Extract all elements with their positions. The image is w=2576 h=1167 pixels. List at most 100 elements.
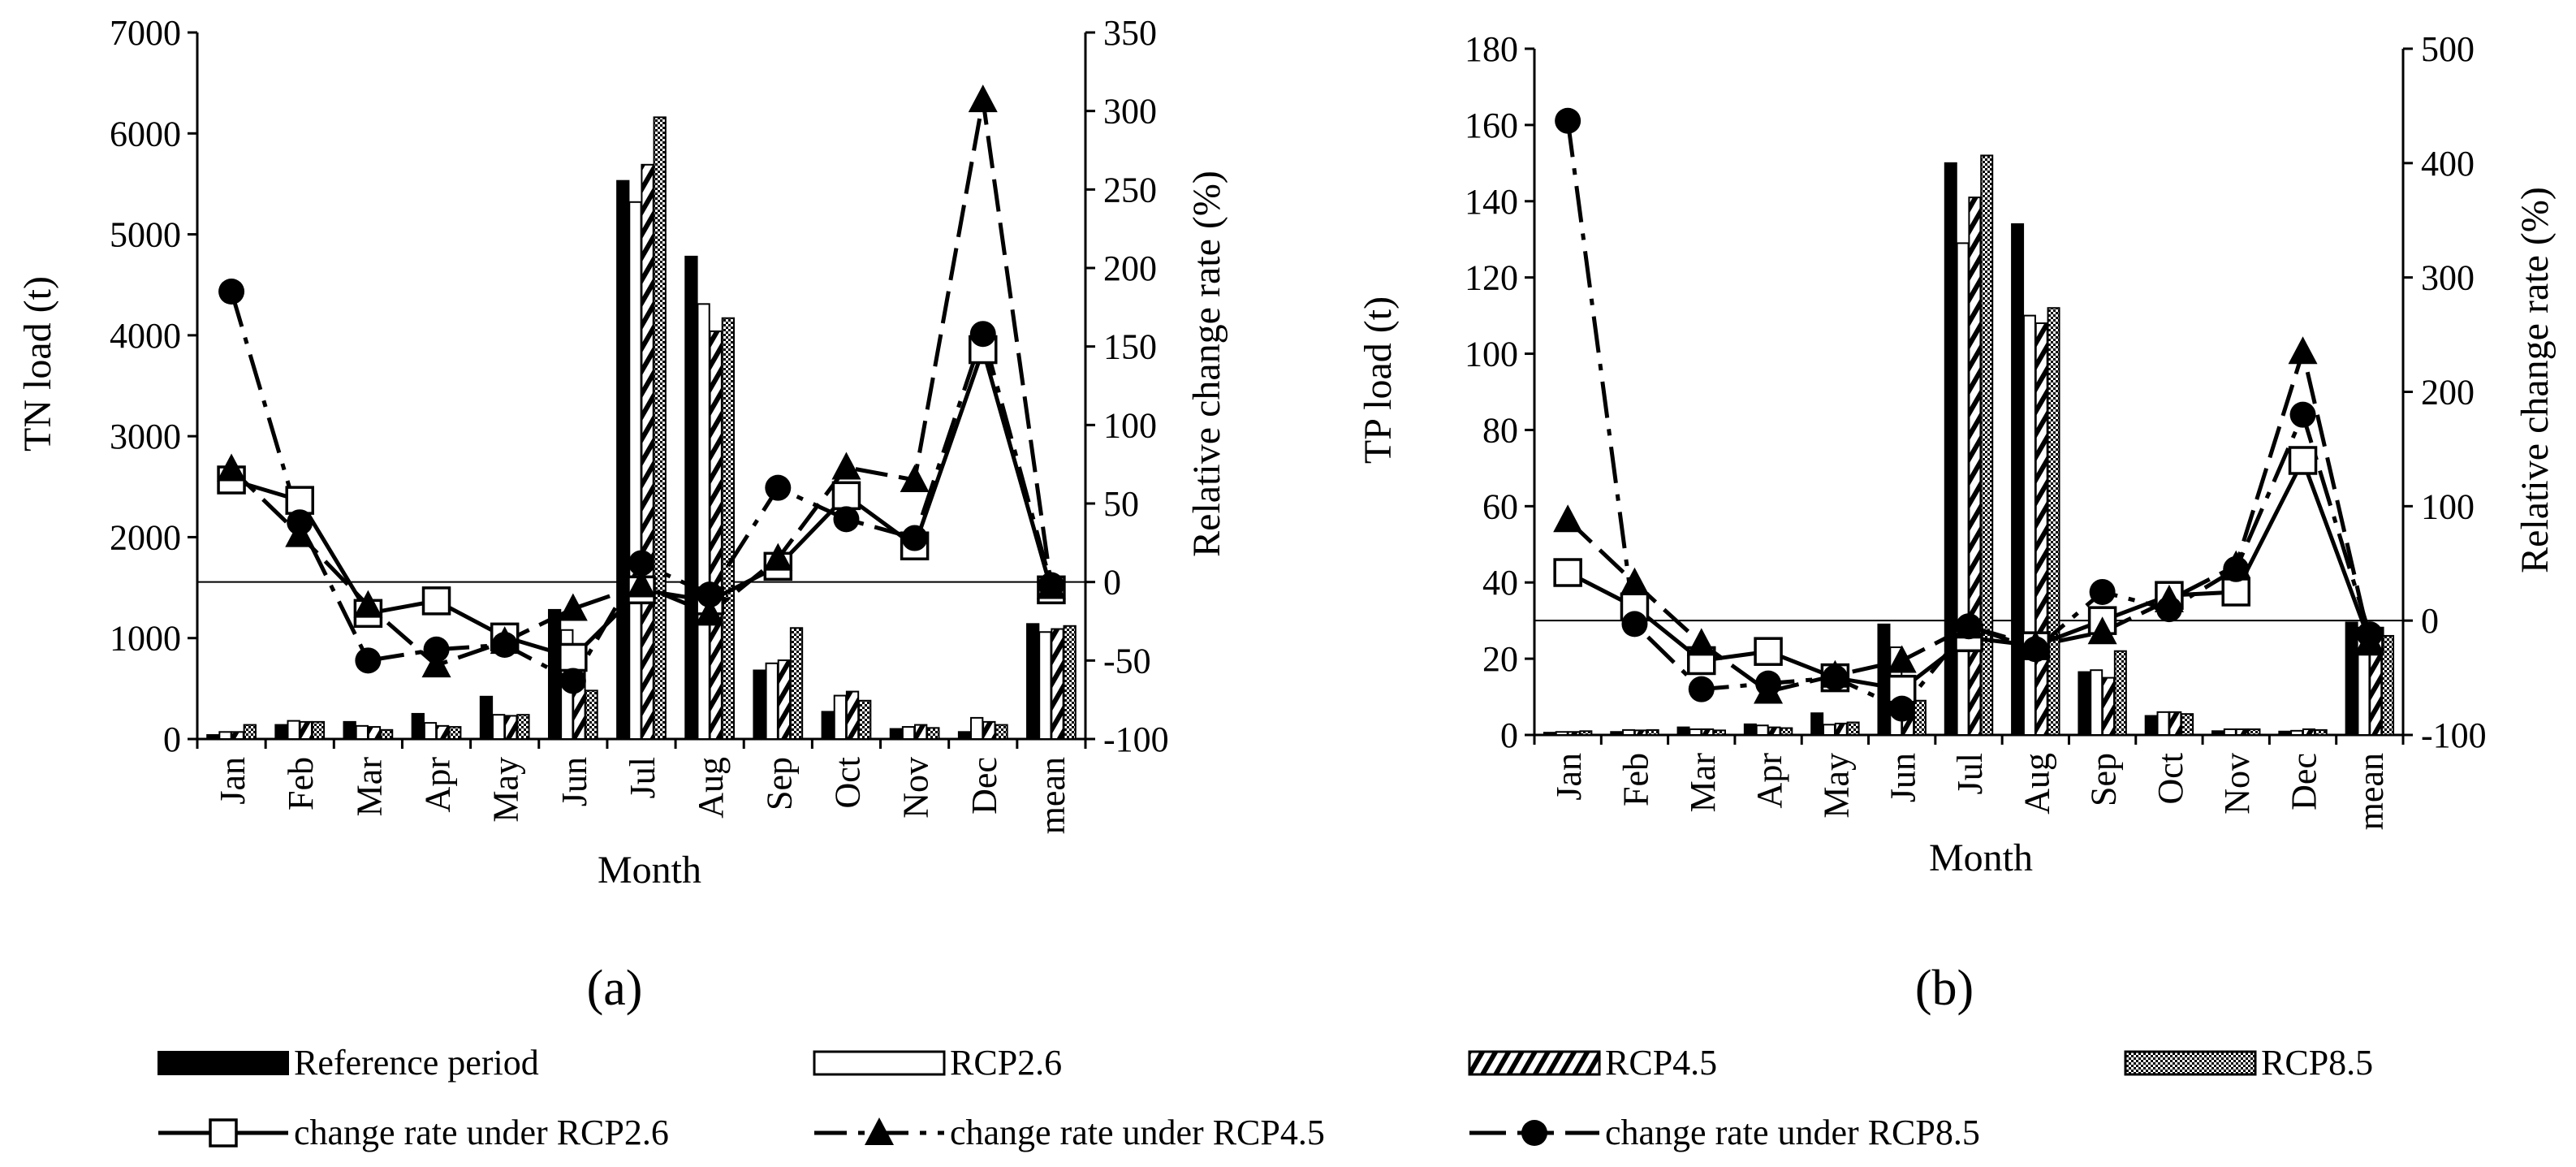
- bar-reference: [2078, 671, 2091, 737]
- y-tick-label: 160: [1465, 106, 1518, 145]
- bar-rcp85: [653, 116, 667, 740]
- bar-rcp45: [299, 720, 313, 740]
- rate-point-rcp26: [831, 481, 861, 511]
- x-tick-label: Sep: [759, 757, 799, 810]
- y-tick-label: 180: [1465, 29, 1518, 69]
- legend-label-rate-rcp26: change rate under RCP2.6: [294, 1113, 669, 1152]
- y-tick-label: 120: [1465, 258, 1518, 298]
- legend-label-rcp26: RCP2.6: [950, 1043, 1062, 1083]
- bar-reference: [206, 734, 220, 740]
- rate-point-rcp45: [353, 590, 383, 618]
- x-tick-label: Oct: [827, 757, 867, 809]
- bar-rcp85: [1846, 721, 1860, 737]
- y2-tick-label: -100: [1103, 720, 1169, 759]
- bar-rcp85: [2314, 728, 2328, 736]
- bar-rcp26: [970, 716, 984, 741]
- rate-point-rcp45: [558, 593, 588, 621]
- y-tick-label: 100: [1465, 335, 1518, 374]
- rate-point-rcp85: [2289, 401, 2316, 428]
- rate-point-rcp45: [627, 569, 656, 598]
- x-tick-label: Feb: [281, 757, 321, 810]
- bar-rcp85: [1780, 727, 1793, 736]
- x-tick-label: mean: [2351, 753, 2391, 830]
- x-tick-label: Dec: [964, 757, 1004, 815]
- rate-point-rcp26: [559, 642, 588, 672]
- bar-rcp45: [504, 715, 518, 741]
- y-axis-label-tn: TN load (t): [16, 276, 59, 452]
- bar-rcp45: [709, 330, 723, 740]
- y2-tick-label: 200: [2421, 373, 2475, 413]
- x-tick-label: May: [486, 757, 526, 823]
- bar-reference: [479, 695, 494, 740]
- bar-rcp26: [901, 726, 916, 740]
- rate-point-rcp85: [765, 474, 792, 501]
- bar-reference: [889, 728, 904, 740]
- x-tick-label: Aug: [2017, 753, 2056, 815]
- y2-tick-label: -100: [2421, 715, 2487, 755]
- x-tick-label: Feb: [1616, 753, 1655, 806]
- panel-label-a: (a): [587, 961, 643, 1016]
- bar-reference: [1810, 712, 1824, 736]
- rate-point-rcp85: [287, 509, 313, 536]
- rate-point-rcp45: [1686, 628, 1716, 656]
- bar-reference: [2278, 730, 2292, 737]
- rate-point-rcp85: [2022, 636, 2049, 663]
- rate-point-rcp85: [2356, 621, 2383, 648]
- x-tick-label: Jun: [554, 757, 594, 806]
- y-tick-label: 7000: [110, 13, 181, 53]
- bar-reference: [1543, 732, 1556, 737]
- x-tick-label: Dec: [2285, 753, 2324, 810]
- chart-panel-tp: TP load (t) Relative change rate (%) Mon…: [1357, 29, 2557, 1016]
- legend-label-rcp85: RCP8.5: [2261, 1043, 2373, 1083]
- rate-point-rcp85: [1555, 107, 1581, 134]
- rate-point-rcp45: [763, 542, 793, 571]
- bar-rcp85: [1980, 154, 1994, 736]
- rate-point-rcp85: [833, 506, 860, 533]
- rate-point-rcp26: [421, 586, 451, 616]
- bar-rcp26: [1755, 724, 1769, 737]
- y2-tick-label: 350: [1103, 13, 1157, 53]
- x-tick-label: Nov: [2217, 753, 2257, 815]
- bar-rcp85: [1063, 625, 1077, 740]
- x-tick-label: mean: [1033, 757, 1072, 834]
- legend: Reference period RCP2.6 RCP4.5 RCP8.5 ch…: [157, 1043, 2373, 1152]
- legend-swatch-rcp26: [813, 1050, 946, 1076]
- legend-label-rate-rcp45: change rate under RCP4.5: [950, 1113, 1325, 1152]
- y2-tick-label: -50: [1103, 641, 1151, 681]
- rate-point-rcp85: [2223, 555, 2250, 582]
- bar-rcp85: [2181, 713, 2194, 736]
- bar-rcp85: [995, 724, 1008, 740]
- legend-label-rate-rcp85: change rate under RCP8.5: [1605, 1113, 1980, 1152]
- bar-rcp45: [1834, 722, 1848, 737]
- bar-rcp45: [914, 724, 928, 740]
- rate-point-rcp45: [831, 452, 861, 480]
- bar-rcp26: [287, 720, 300, 741]
- rate-point-rcp85: [1956, 613, 1982, 640]
- y2-tick-label: 100: [2421, 486, 2475, 526]
- bar-reference: [1610, 731, 1624, 737]
- y2-tick-label: 50: [1103, 484, 1139, 524]
- bar-rcp26: [218, 731, 232, 740]
- y2-tick-label: 0: [2421, 601, 2439, 641]
- legend-line-rcp45: [814, 1117, 944, 1145]
- bar-rcp85: [1646, 728, 1659, 736]
- bar-reference: [684, 255, 698, 740]
- bar-rcp45: [845, 690, 860, 740]
- bar-rcp26: [1038, 631, 1052, 740]
- x-axis-label: Month: [1929, 836, 2033, 880]
- bar-rcp85: [1579, 730, 1593, 736]
- y-axis-label-tp: TP load (t): [1357, 296, 1400, 464]
- x-tick-label: Mar: [1683, 753, 1723, 813]
- bar-rcp85: [1712, 729, 1726, 736]
- rate-point-rcp85: [2089, 578, 2116, 605]
- bar-rcp26: [1622, 728, 1636, 736]
- y-tick-label: 0: [163, 720, 181, 759]
- bar-reference: [1676, 726, 1690, 736]
- bar-rcp85: [1913, 699, 1927, 736]
- y2-tick-label: 150: [1103, 327, 1157, 367]
- rate-point-rcp26: [1553, 558, 1582, 587]
- y-tick-label: 1000: [110, 619, 181, 659]
- rate-point-rcp26: [2288, 446, 2318, 475]
- legend-swatch-reference: [157, 1051, 289, 1075]
- rate-point-rcp45: [1553, 504, 1583, 533]
